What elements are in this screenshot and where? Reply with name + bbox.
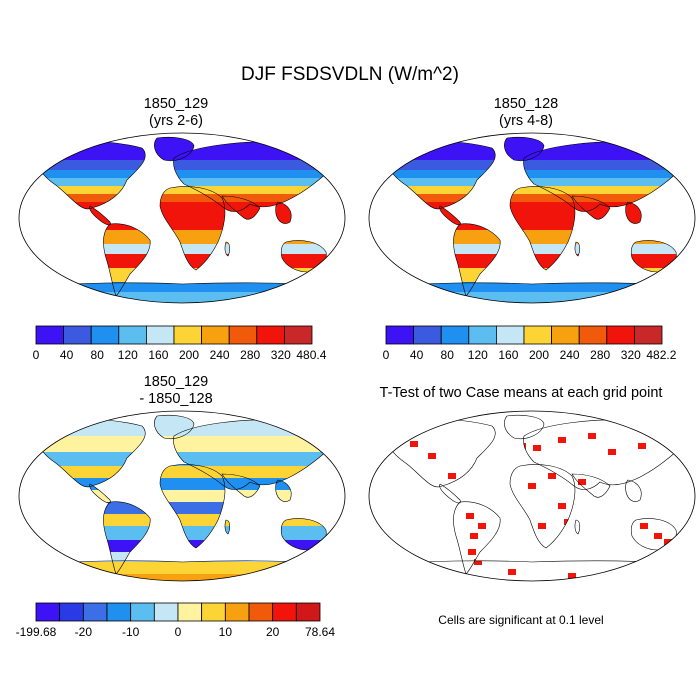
colorbar-case1-swatch	[256, 325, 285, 345]
colorbar-diff-swatch	[153, 602, 179, 622]
colorbar-case2: 0 40 80 120 160 200 240 280 320 482.2	[383, 325, 677, 362]
colorbar-case2-swatch	[606, 325, 635, 345]
colorbar-case2-tick-label: 40	[410, 348, 424, 362]
case2-title: 1850_128 (yrs 4-8)	[366, 96, 686, 130]
colorbar-case2-tick-label: 280	[590, 348, 610, 362]
colorbar-diff-swatch	[295, 602, 321, 622]
colorbar-diff-tick-label: -199.68	[16, 625, 57, 639]
colorbar-case1-swatch	[228, 325, 258, 345]
colorbar-case2-tick-label: 200	[529, 348, 549, 362]
colorbar-case1-tick-label: 480.4	[296, 348, 326, 362]
colorbar-diff-swatch	[59, 602, 84, 622]
colorbar-case1-tick-label: 280	[240, 348, 260, 362]
colorbar-case1-swatch	[173, 325, 203, 345]
significance-note: Cells are significant at 0.1 level	[438, 613, 604, 627]
colorbar-case2-swatch	[634, 325, 663, 345]
diff-title-line1: 1850_129	[143, 374, 209, 390]
diff-title-line2: - 1850_128	[139, 391, 213, 407]
colorbar-case1-tick-label: 200	[179, 348, 199, 362]
colorbar-case2-tick-label: 0	[383, 348, 390, 362]
ttest-title: T-Test of two Case means at each grid po…	[379, 385, 663, 401]
colorbar-diff-tick-label: -10	[122, 625, 140, 639]
case2-title-line1: 1850_128	[493, 96, 559, 112]
case2-title-line2: (yrs 4-8)	[499, 113, 553, 129]
colorbar-case1-swatch	[145, 325, 175, 345]
colorbar-case2-tick-label: 482.2	[646, 348, 676, 362]
colorbar-case2-swatch	[413, 325, 442, 345]
colorbar-case2-tick-label: 320	[621, 348, 641, 362]
colorbar-diff-swatch	[130, 602, 155, 622]
colorbar-case2-tick-label: 240	[560, 348, 580, 362]
colorbar-case1: 0 40 80 120 160 200 240 280 320 480.4	[33, 325, 327, 362]
colorbar-case2-swatch	[468, 325, 497, 345]
colorbar-diff-swatch	[248, 602, 274, 622]
colorbar-diff-swatch	[35, 602, 61, 622]
colorbar-case1-tick-label: 160	[148, 348, 168, 362]
case1-title: 1850_129 (yrs 2-6)	[16, 96, 336, 130]
colorbar-case2-swatch	[551, 325, 580, 345]
colorbar-diff-tick-label: 0	[175, 625, 182, 639]
colorbar-case1-tick-label: 320	[271, 348, 291, 362]
colorbar-case1-tick-label: 0	[33, 348, 40, 362]
map-case2	[368, 132, 696, 304]
colorbar-case1-tick-label: 120	[118, 348, 138, 362]
colorbar-case2-tick-label: 80	[441, 348, 455, 362]
colorbar-diff-swatch	[177, 602, 203, 622]
colorbar-diff-tick-label: 10	[219, 625, 233, 639]
colorbar-diff-swatch	[106, 602, 132, 622]
colorbar-case2-swatch	[385, 325, 415, 345]
colorbar-case1-swatch	[35, 325, 65, 345]
diff-title: 1850_129 - 1850_128	[16, 374, 336, 408]
colorbar-case1-swatch	[90, 325, 120, 345]
colorbar-diff-swatch	[82, 602, 108, 622]
page-title: DJF FSDSVDLN (W/m^2)	[241, 64, 459, 85]
colorbar-diff-swatch	[272, 602, 297, 622]
colorbar-diff: -199.68 -20 -10 0 10 20 78.64	[16, 602, 335, 639]
colorbar-case2-tick-label: 120	[468, 348, 488, 362]
colorbar-case1-tick-label: 40	[60, 348, 74, 362]
colorbar-diff-tick-label: 20	[266, 625, 280, 639]
colorbar-diff-swatch	[201, 602, 226, 622]
colorbar-diff-swatch	[224, 602, 250, 622]
colorbar-case2-swatch	[578, 325, 608, 345]
colorbar-case2-swatch	[523, 325, 553, 345]
map-ttest	[368, 410, 696, 582]
colorbar-case2-swatch	[440, 325, 470, 345]
colorbar-case1-swatch	[283, 325, 313, 345]
colorbar-case1-swatch	[201, 325, 230, 345]
case1-title-line1: 1850_129	[143, 96, 209, 112]
colorbar-case2-tick-label: 160	[498, 348, 518, 362]
case1-title-line2: (yrs 2-6)	[149, 113, 203, 129]
colorbar-case1-tick-label: 80	[91, 348, 105, 362]
colorbar-case1-tick-label: 240	[210, 348, 230, 362]
colorbar-diff-tick-label: -20	[75, 625, 93, 639]
map-case1	[18, 132, 346, 304]
colorbar-case1-swatch	[118, 325, 147, 345]
colorbar-diff-tick-label: 78.64	[305, 625, 335, 639]
colorbar-case2-swatch	[495, 325, 525, 345]
colorbar-case1-swatch	[63, 325, 92, 345]
